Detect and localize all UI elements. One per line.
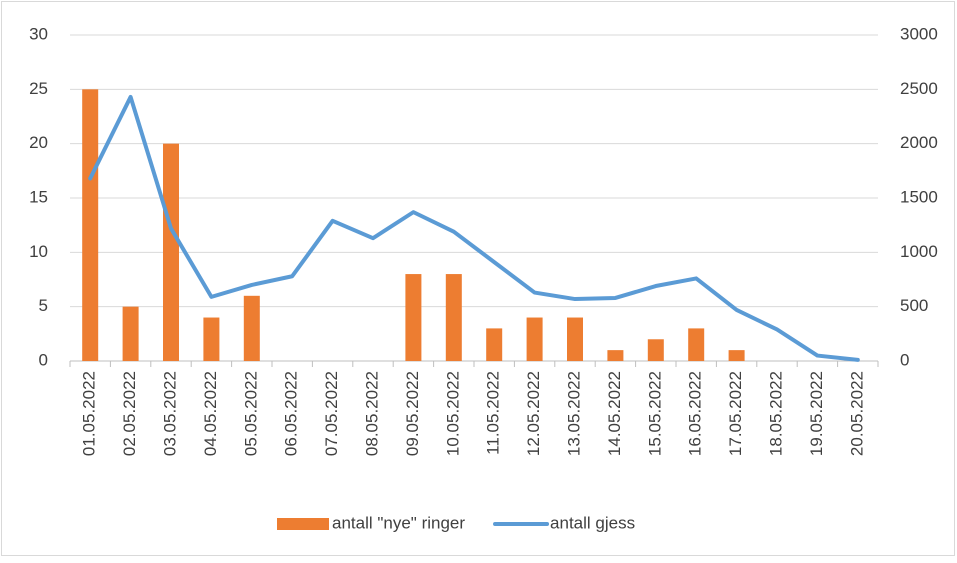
bar [647, 339, 664, 361]
bar [486, 328, 503, 361]
y-tick-label: 0 [39, 350, 48, 369]
x-tick-label: 06.05.2022 [282, 371, 301, 456]
y-tick-label: 25 [29, 79, 48, 98]
bar [163, 143, 179, 361]
y-tick-label: 20 [29, 133, 48, 152]
bar [688, 328, 705, 361]
bar [567, 317, 583, 361]
x-tick-label: 02.05.2022 [120, 371, 139, 456]
y2-tick-label: 1500 [900, 187, 938, 206]
x-tick-label: 15.05.2022 [645, 371, 664, 456]
x-tick-label: 18.05.2022 [766, 371, 785, 456]
x-tick-label: 11.05.2022 [484, 371, 503, 455]
x-tick-label: 16.05.2022 [686, 371, 705, 456]
x-tick-label: 20.05.2022 [847, 371, 866, 456]
y-tick-label: 15 [29, 187, 48, 206]
y2-tick-label: 2000 [900, 133, 938, 152]
y-tick-label: 5 [39, 296, 48, 315]
bar [203, 317, 220, 361]
bar [607, 350, 624, 361]
y-tick-label: 10 [29, 242, 48, 261]
x-tick-label: 09.05.2022 [403, 371, 422, 456]
y2-tick-label: 0 [900, 350, 909, 369]
legend-label: antall "nye" ringer [332, 513, 465, 532]
x-tick-label: 17.05.2022 [726, 371, 745, 456]
y-tick-label: 30 [29, 24, 48, 43]
x-tick-label: 10.05.2022 [443, 371, 462, 456]
legend-label: antall gjess [550, 513, 635, 532]
x-tick-label: 12.05.2022 [524, 371, 543, 456]
bar [82, 89, 99, 361]
bar [728, 350, 745, 361]
x-tick-label: 05.05.2022 [241, 371, 260, 456]
bar [526, 317, 543, 361]
x-tick-label: 07.05.2022 [322, 371, 341, 456]
bar [243, 295, 260, 361]
x-tick-label: 01.05.2022 [80, 371, 99, 456]
legend-swatch [277, 518, 329, 530]
y2-tick-label: 1000 [900, 242, 938, 261]
bar [122, 306, 139, 361]
bar [405, 274, 422, 361]
x-tick-label: 08.05.2022 [362, 371, 381, 456]
x-tick-label: 14.05.2022 [605, 371, 624, 456]
line [88, 94, 860, 362]
bar [445, 274, 462, 361]
x-tick-label: 13.05.2022 [564, 371, 583, 456]
y2-tick-label: 500 [900, 296, 928, 315]
y2-tick-label: 2500 [900, 79, 938, 98]
x-tick-label: 04.05.2022 [201, 371, 220, 456]
x-tick-label: 19.05.2022 [807, 371, 826, 456]
x-tick-label: 03.05.2022 [160, 371, 179, 456]
y2-tick-label: 3000 [900, 24, 938, 43]
